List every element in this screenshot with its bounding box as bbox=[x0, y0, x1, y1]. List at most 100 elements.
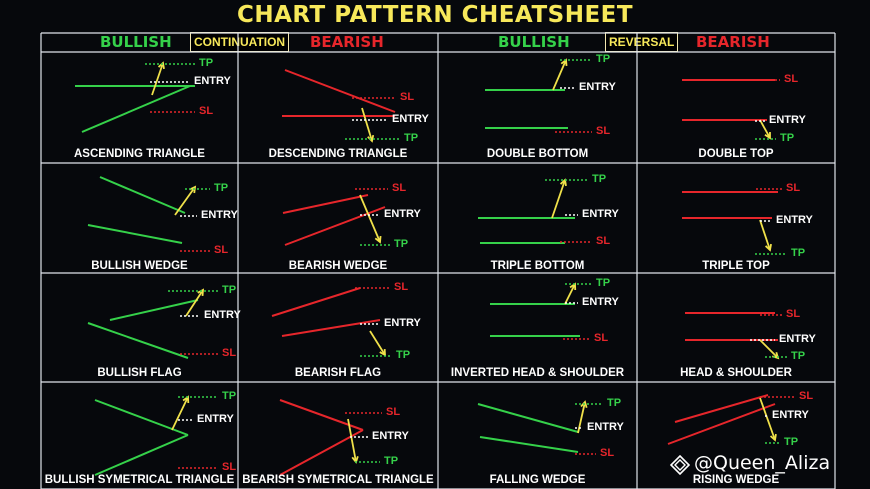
resistance-line bbox=[94, 399, 189, 436]
entry-label: ENTRY bbox=[779, 333, 816, 345]
pattern-caption: ASCENDING TRIANGLE bbox=[74, 148, 205, 160]
arrow-icon bbox=[764, 131, 771, 140]
tp-label: TP bbox=[396, 349, 411, 361]
arrow-icon bbox=[197, 288, 205, 297]
support-line bbox=[87, 224, 183, 244]
pattern-caption: HEAD & SHOULDER bbox=[680, 367, 792, 379]
tp-label: TP bbox=[214, 182, 229, 194]
resistance-line bbox=[477, 403, 579, 433]
tp-label: TP bbox=[592, 173, 607, 185]
entry-label: ENTRY bbox=[772, 409, 809, 421]
arrow-icon bbox=[367, 134, 375, 143]
price-path bbox=[551, 179, 566, 219]
price-path bbox=[282, 60, 362, 116]
pattern-caption: TRIPLE BOTTOM bbox=[490, 260, 585, 272]
sl-label: SL bbox=[784, 73, 799, 85]
arrow-icon bbox=[189, 185, 197, 194]
pattern-caption: DESCENDING TRIANGLE bbox=[268, 148, 408, 160]
tp-label: TP bbox=[596, 53, 611, 65]
resistance-line bbox=[674, 394, 769, 423]
entry-label: ENTRY bbox=[194, 75, 231, 87]
entry-label: ENTRY bbox=[201, 209, 238, 221]
support-line bbox=[479, 436, 579, 453]
pattern-caption: DOUBLE TOP bbox=[698, 148, 774, 160]
watermark: @Queen_Aliza bbox=[694, 452, 831, 474]
entry-label: ENTRY bbox=[579, 81, 616, 93]
price-path bbox=[185, 289, 204, 317]
sl-label: SL bbox=[392, 182, 407, 194]
sl-label: SL bbox=[600, 447, 615, 459]
entry-label: ENTRY bbox=[582, 296, 619, 308]
price-path bbox=[759, 339, 779, 359]
pattern-caption: BULLISH FLAG bbox=[97, 367, 182, 379]
resistance-line bbox=[284, 69, 396, 113]
price-path bbox=[688, 80, 760, 135]
pattern-caption: BULLISH SYMETRICAL TRIANGLE bbox=[44, 474, 235, 486]
price-path bbox=[670, 398, 760, 436]
sl-label: SL bbox=[222, 461, 237, 473]
tp-label: TP bbox=[404, 132, 419, 144]
pattern-caption: TRIPLE TOP bbox=[702, 260, 770, 272]
tp-label: TP bbox=[199, 57, 214, 69]
price-path bbox=[171, 396, 189, 431]
resistance-line bbox=[271, 287, 361, 317]
support-line bbox=[279, 429, 364, 476]
sl-label: SL bbox=[594, 332, 609, 344]
price-path bbox=[759, 119, 771, 139]
entry-label: ENTRY bbox=[204, 309, 241, 321]
pattern-caption: DOUBLE BOTTOM bbox=[486, 148, 589, 160]
tp-label: TP bbox=[791, 247, 806, 259]
arrow-icon bbox=[580, 400, 588, 409]
tp-label: TP bbox=[784, 436, 799, 448]
tp-label: TP bbox=[222, 390, 237, 402]
tag-continuation: CONTINUATION bbox=[190, 32, 290, 52]
sl-label: SL bbox=[222, 347, 237, 359]
support-line bbox=[281, 319, 381, 337]
price-path bbox=[685, 283, 760, 355]
price-path bbox=[369, 330, 386, 356]
pattern-caption: RISING WEDGE bbox=[692, 474, 780, 486]
entry-label: ENTRY bbox=[392, 113, 429, 125]
price-path bbox=[564, 283, 576, 305]
header-reversal-bullish: BULLISH bbox=[498, 33, 570, 51]
price-path bbox=[552, 59, 567, 91]
tp-label: TP bbox=[222, 284, 237, 296]
tp-label: TP bbox=[596, 277, 611, 289]
arrow-icon bbox=[374, 235, 382, 244]
price-path bbox=[151, 62, 164, 96]
price-path bbox=[347, 418, 357, 463]
price-path bbox=[359, 194, 381, 243]
pattern-caption: INVERTED HEAD & SHOULDER bbox=[450, 367, 625, 379]
entry-label: ENTRY bbox=[582, 208, 619, 220]
pattern-caption: BEARISH WEDGE bbox=[288, 260, 388, 272]
tp-label: TP bbox=[791, 350, 806, 362]
pattern-caption: BEARISH SYMETRICAL TRIANGLE bbox=[242, 474, 434, 486]
tp-label: TP bbox=[607, 397, 622, 409]
pattern-caption: FALLING WEDGE bbox=[489, 474, 586, 486]
arrow-icon bbox=[764, 243, 772, 252]
price-path bbox=[265, 176, 360, 252]
resistance-line bbox=[109, 299, 199, 321]
sl-label: SL bbox=[214, 244, 229, 256]
tp-label: TP bbox=[384, 455, 399, 467]
entry-label: ENTRY bbox=[776, 214, 813, 226]
resistance-line bbox=[279, 399, 364, 431]
entry-label: ENTRY bbox=[384, 208, 421, 220]
sl-label: SL bbox=[394, 281, 409, 293]
header-reversal-bearish: BEARISH bbox=[696, 33, 770, 51]
page-title: CHART PATTERN CHEATSHEET bbox=[236, 2, 634, 28]
pattern-caption: BULLISH WEDGE bbox=[91, 260, 188, 272]
tp-label: TP bbox=[394, 238, 409, 250]
sl-label: SL bbox=[386, 406, 401, 418]
pattern-caption: BEARISH FLAG bbox=[294, 367, 382, 379]
entry-label: ENTRY bbox=[384, 317, 421, 329]
entry-label: ENTRY bbox=[372, 430, 409, 442]
sl-label: SL bbox=[596, 235, 611, 247]
resistance-line bbox=[284, 206, 386, 246]
sl-label: SL bbox=[799, 390, 814, 402]
support-line bbox=[667, 403, 776, 445]
header-continuation-bullish: BULLISH bbox=[100, 33, 172, 51]
price-path bbox=[272, 290, 370, 348]
